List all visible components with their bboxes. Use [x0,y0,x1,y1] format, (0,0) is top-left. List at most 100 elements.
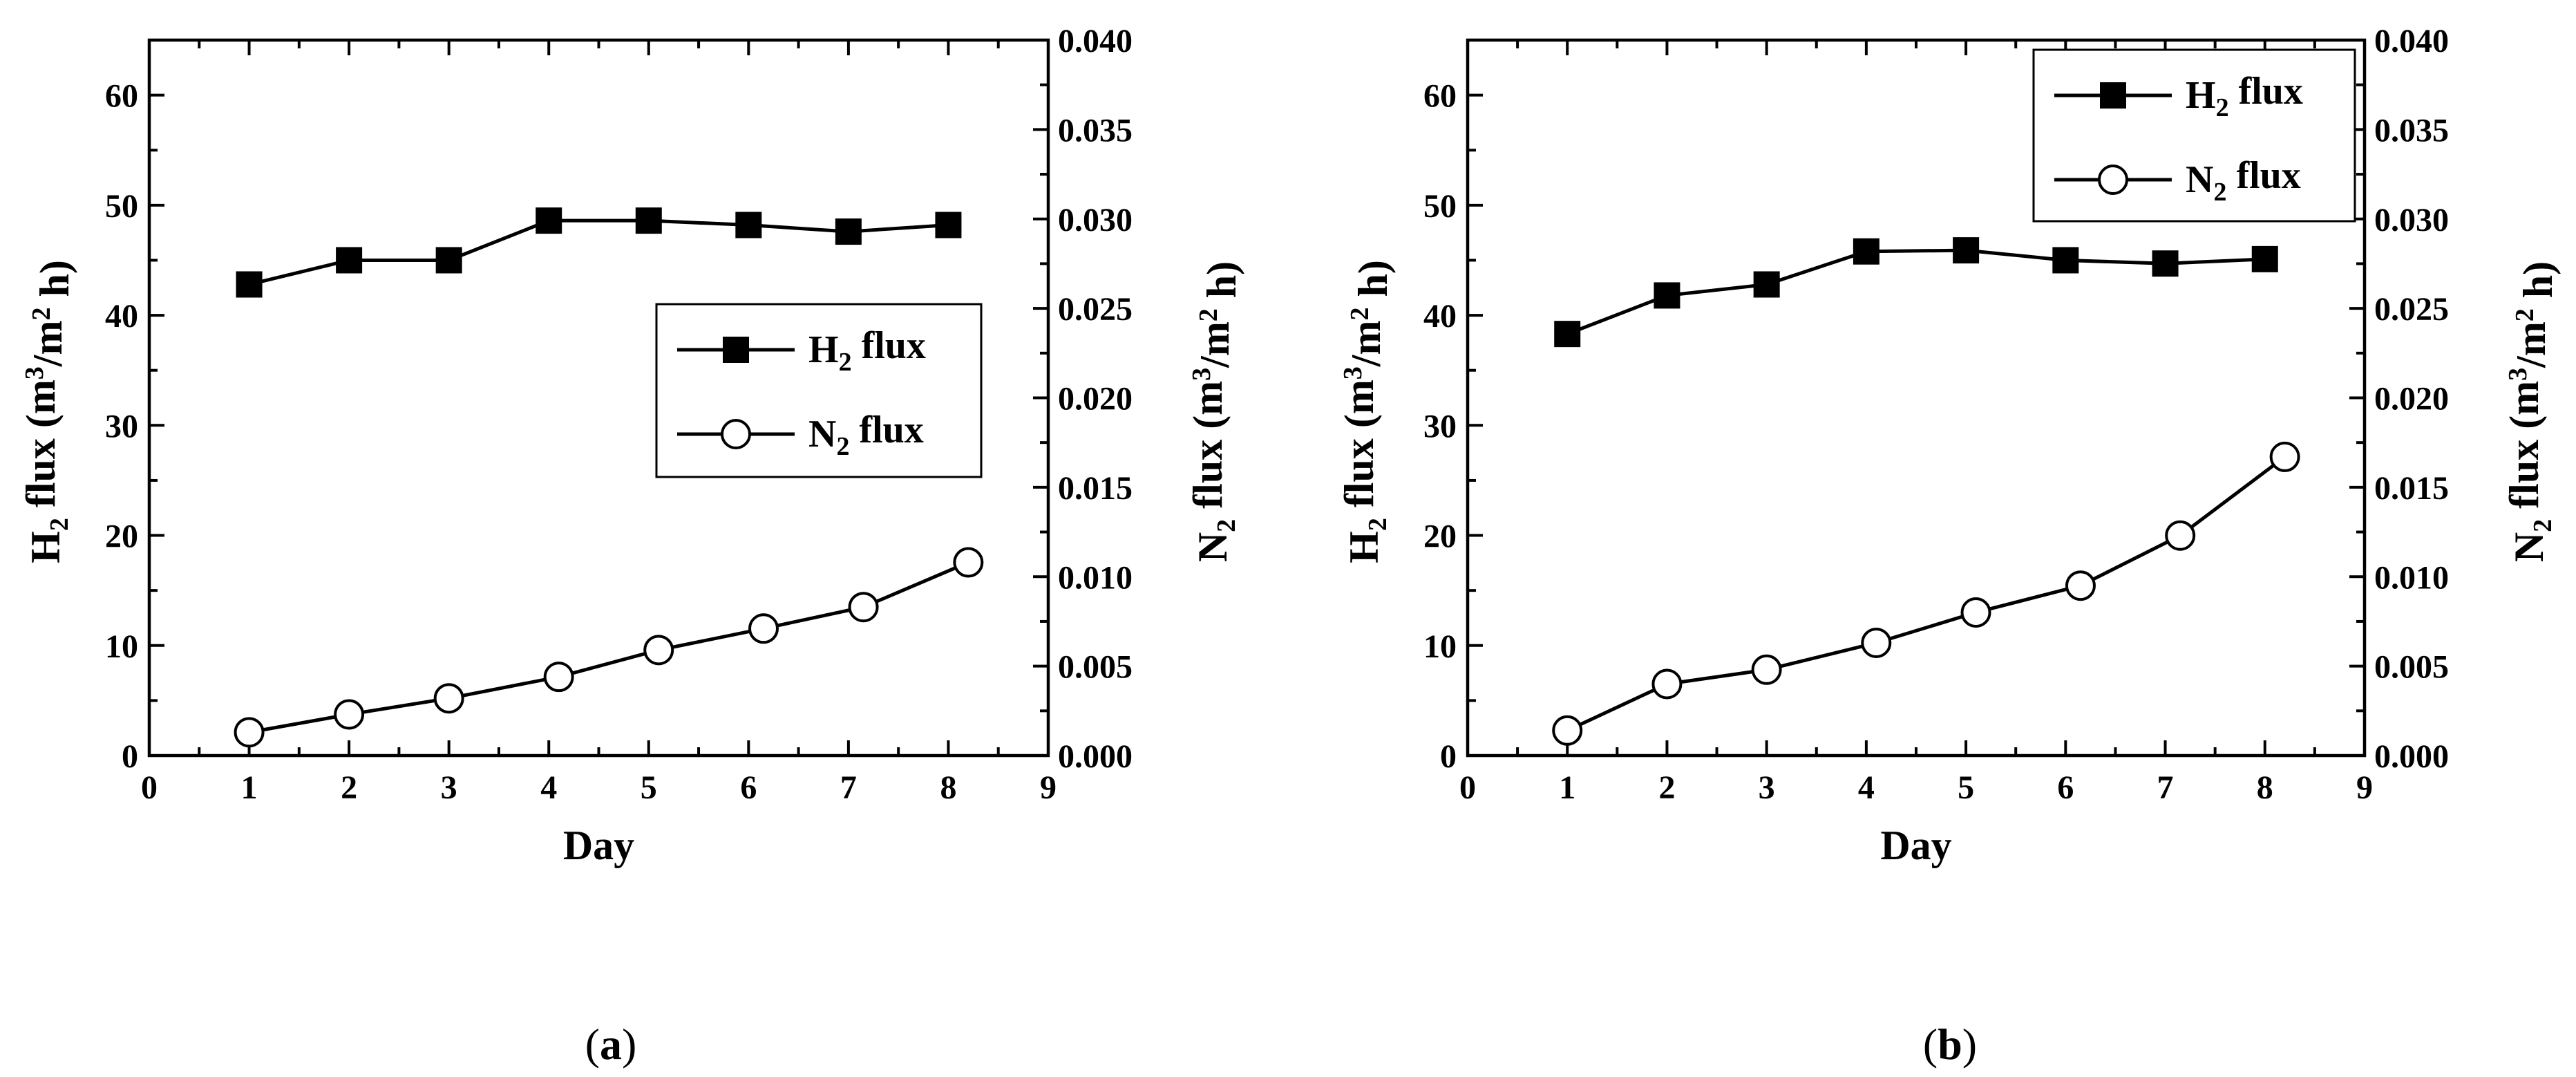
h2-flux-point [735,212,762,238]
h2-flux-point [1953,237,1980,264]
y-left-tick-label: 40 [1423,298,1457,335]
y-right-tick-label: 0.020 [2374,381,2449,418]
y-left-tick-label: 50 [105,188,138,225]
y-left-tick-label: 30 [1423,408,1457,444]
h2-flux-point [635,207,662,234]
n2-flux-point [2165,520,2196,551]
legend-square-marker [723,337,749,363]
h2-flux-point [236,271,263,298]
n2-flux-point [234,717,265,748]
y-right-tick-label: 0.020 [1058,381,1133,418]
y-left-tick-label: 20 [1423,518,1457,555]
legend: H2​ flux N2​ flux [655,303,983,478]
n2-flux-point [643,635,674,666]
legend-circle-marker [2098,165,2128,195]
x-tick-label: 5 [1958,769,1974,806]
n2-flux-point [1552,715,1583,746]
h2-flux-point [2052,247,2079,274]
x-axis-title: Day [1880,823,1951,868]
y-right-tick-label: 0.035 [1058,112,1133,149]
legend-square-marker [2100,82,2126,109]
y-right-tick-label: 0.000 [1058,738,1133,775]
panel-caption: (a) [585,1020,637,1069]
n2-flux-point [1861,627,1892,658]
y-left-tick-label: 30 [105,408,138,444]
x-tick-label: 4 [1858,769,1875,806]
y-left-tick-label: 40 [105,298,138,335]
x-tick-label: 3 [1759,769,1775,806]
x-tick-label: 4 [540,769,557,806]
y-right-tick-label: 0.040 [2374,23,2449,59]
y-left-axis-title: H2​ flux (m3​/m2​ h) [1336,260,1396,563]
n2-flux-point [953,547,984,578]
y-left-tick-label: 20 [105,518,138,555]
y-right-axis-title: N2​ flux (m3​/m2​ h) [1185,261,1244,562]
x-tick-label: 2 [341,769,357,806]
h2-flux-point [2251,245,2278,272]
x-tick-label: 7 [840,769,857,806]
series-line-n2-flux [1566,455,2286,733]
h2-flux-point [835,218,862,245]
x-tick-label: 9 [2356,769,2373,806]
series-line-h2-flux [1566,248,2265,336]
h2-flux-point [1554,321,1581,348]
y-left-axis-title: H2​ flux (m3​/m2​ h) [18,260,77,563]
panel-b: 0 1 2 3 4 5 6 7 8 9 0 10 20 30 40 50 60 0.000 0.005 0.010 0.… [1336,23,2561,1069]
h2-flux-point [1753,271,1780,298]
h2-flux-point [336,247,363,274]
x-tick-label: 0 [1459,769,1476,806]
legend-label: H2​ flux [808,324,926,377]
x-tick-label: 5 [641,769,657,806]
y-right-tick-label: 0.035 [2374,112,2449,149]
y-right-tick-label: 0.040 [1058,23,1133,59]
legend-box [2032,48,2356,223]
legend-label: N2​ flux [808,409,924,461]
y-left-tick-label: 60 [105,78,138,115]
series-line-n2-flux [249,561,969,734]
x-tick-label: 6 [2057,769,2074,806]
n2-flux-point [1751,654,1782,685]
y-left-tick-label: 50 [1423,188,1457,225]
y-right-axis-title: N2​ flux (m3​/m2​ h) [2501,261,2561,562]
h2-flux-point [935,212,962,238]
h2-flux-point [2152,250,2179,277]
series-line-h2-flux [248,218,949,286]
y-right-tick-label: 0.005 [2374,649,2449,686]
panel-caption: (b) [1923,1020,1977,1069]
x-tick-label: 1 [1559,769,1575,806]
y-left-tick-label: 60 [1423,78,1457,115]
y-left-tick-label: 0 [1440,738,1457,775]
h2-flux-point [536,207,562,234]
legend-label: N2​ flux [2186,154,2301,207]
y-right-tick-label: 0.010 [1058,559,1133,596]
y-left-tick-label: 0 [122,738,138,775]
x-tick-label: 0 [141,769,158,806]
h2-flux-point [1654,282,1680,309]
x-tick-label: 7 [2157,769,2174,806]
y-right-tick-label: 0.030 [1058,202,1133,238]
panel-a: 0 1 2 3 4 5 6 7 8 9 0 10 20 30 40 50 60 0.000 0.005 0.010 0.… [18,23,1244,1069]
legend: H2​ flux N2​ flux [2032,48,2356,223]
h2-flux-point [435,247,462,274]
h2-flux-point [1853,238,1879,265]
n2-flux-point [748,613,779,644]
x-tick-label: 9 [1040,769,1057,806]
n2-flux-point [334,699,365,730]
y-right-tick-label: 0.030 [2374,202,2449,238]
y-right-tick-label: 0.010 [2374,559,2449,596]
x-tick-label: 8 [2257,769,2273,806]
x-tick-label: 1 [241,769,258,806]
y-right-tick-label: 0.000 [2374,738,2449,775]
y-right-tick-label: 0.025 [2374,291,2449,328]
y-right-tick-label: 0.015 [1058,470,1133,507]
n2-flux-point [543,662,574,693]
y-left-tick-label: 10 [105,628,138,665]
x-tick-label: 2 [1658,769,1675,806]
x-tick-label: 3 [441,769,457,806]
n2-flux-point [1960,597,1991,628]
x-tick-label: 8 [940,769,956,806]
n2-flux-point [433,683,464,714]
n2-flux-point [2269,441,2300,472]
y-right-tick-label: 0.015 [2374,470,2449,507]
